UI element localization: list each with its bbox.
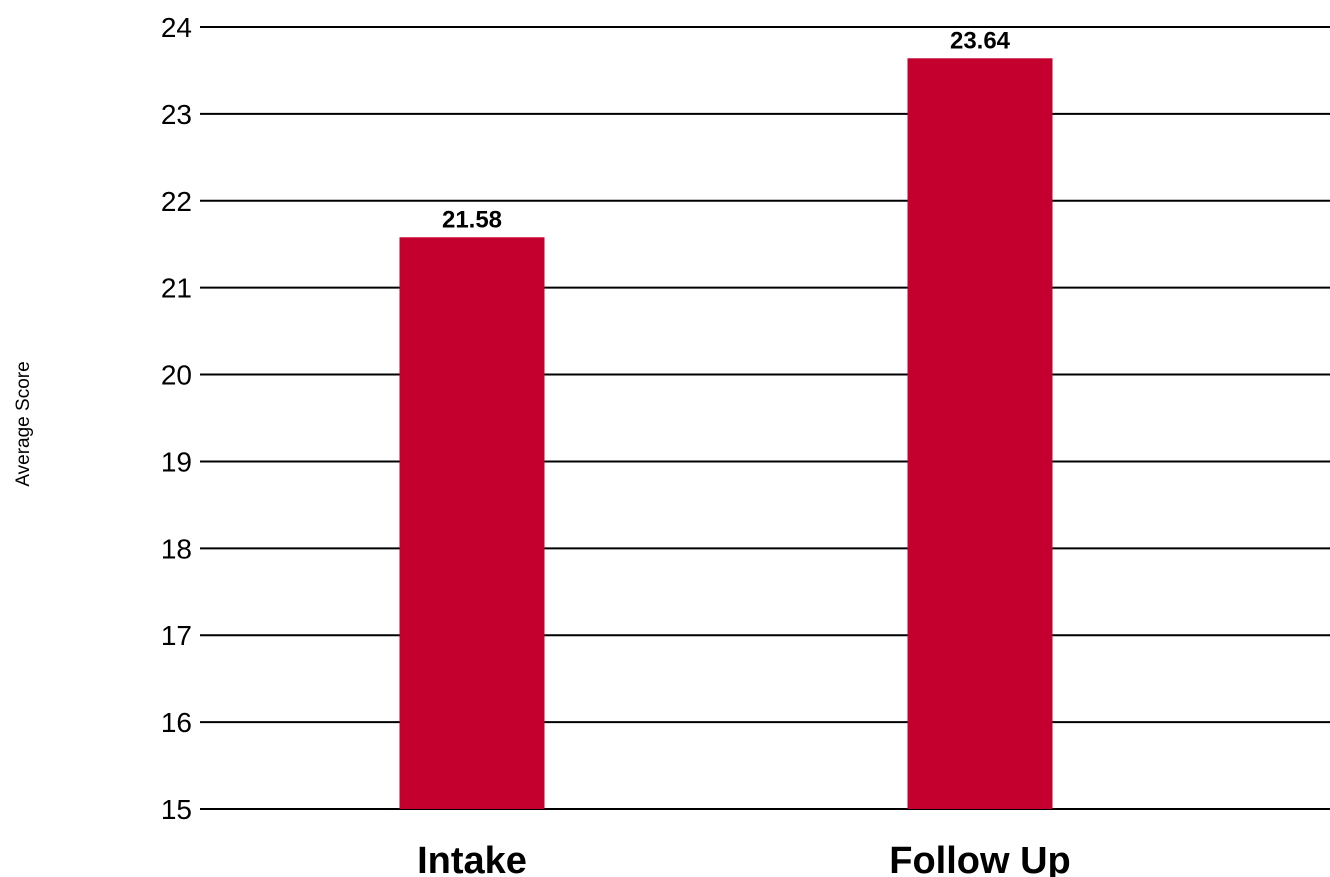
bars [399, 58, 1053, 809]
data-label: 21.58 [442, 206, 502, 233]
data-label: 23.64 [950, 27, 1011, 54]
y-tick-label: 20 [161, 360, 192, 391]
bar [399, 237, 545, 809]
y-tick-label: 19 [161, 446, 192, 477]
y-tick-label: 24 [161, 12, 192, 43]
y-tick-label: 17 [161, 620, 192, 651]
y-axis-ticks: 15 16 17 18 19 20 21 22 23 24 [161, 12, 192, 825]
y-tick-label: 21 [161, 273, 192, 304]
y-tick-label: 16 [161, 707, 192, 738]
x-tick-label: Follow Up [889, 840, 1071, 877]
bar [907, 58, 1053, 809]
y-axis-label: Average Score [13, 361, 34, 486]
data-labels: 21.58 23.64 [442, 27, 1011, 233]
y-tick-label: 15 [161, 794, 192, 825]
y-tick-label: 22 [161, 186, 192, 217]
gridlines [200, 26, 1330, 810]
x-tick-label: Intake [417, 840, 527, 877]
x-axis-ticks: Intake Follow Up [417, 840, 1071, 877]
y-tick-label: 23 [161, 99, 192, 130]
y-tick-label: 18 [161, 533, 192, 564]
